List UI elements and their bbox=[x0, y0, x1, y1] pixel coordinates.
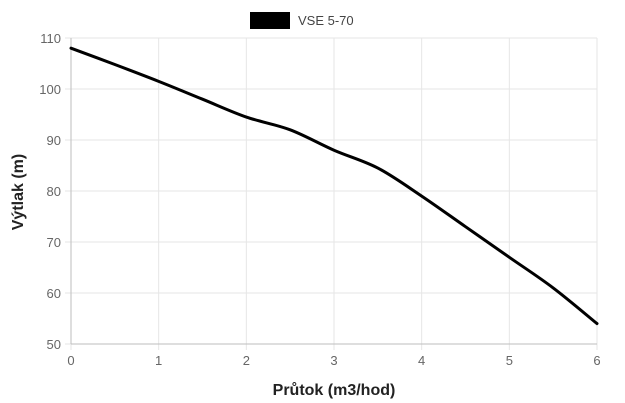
x-tick-label: 2 bbox=[243, 353, 250, 368]
grid-lines bbox=[65, 37, 598, 350]
y-tick-labels: 50 60 70 80 90 100 110 bbox=[39, 31, 61, 352]
series-line bbox=[69, 46, 599, 326]
y-tick-label: 60 bbox=[47, 286, 61, 301]
y-tick-label: 110 bbox=[40, 31, 61, 46]
x-axis-title: Průtok (m3/hod) bbox=[273, 382, 396, 399]
y-tick-label: 80 bbox=[47, 184, 61, 199]
y-tick-label: 50 bbox=[47, 337, 61, 352]
x-tick-label: 3 bbox=[330, 353, 337, 368]
axes bbox=[70, 38, 597, 345]
legend[interactable]: VSE 5-70 bbox=[250, 12, 354, 29]
y-axis-title: Výtlak (m) bbox=[10, 154, 27, 230]
y-tick-label: 90 bbox=[47, 133, 61, 148]
x-tick-label: 6 bbox=[593, 353, 600, 368]
legend-label: VSE 5-70 bbox=[298, 13, 354, 28]
legend-swatch bbox=[250, 12, 290, 29]
x-tick-labels: 0 1 2 3 4 5 6 bbox=[67, 353, 600, 368]
y-tick-label: 70 bbox=[47, 235, 61, 250]
x-tick-label: 1 bbox=[155, 353, 162, 368]
series-lines bbox=[69, 46, 599, 326]
x-tick-label: 5 bbox=[506, 353, 513, 368]
x-tick-label: 0 bbox=[67, 353, 74, 368]
y-tick-label: 100 bbox=[39, 82, 61, 97]
x-tick-label: 4 bbox=[418, 353, 425, 368]
